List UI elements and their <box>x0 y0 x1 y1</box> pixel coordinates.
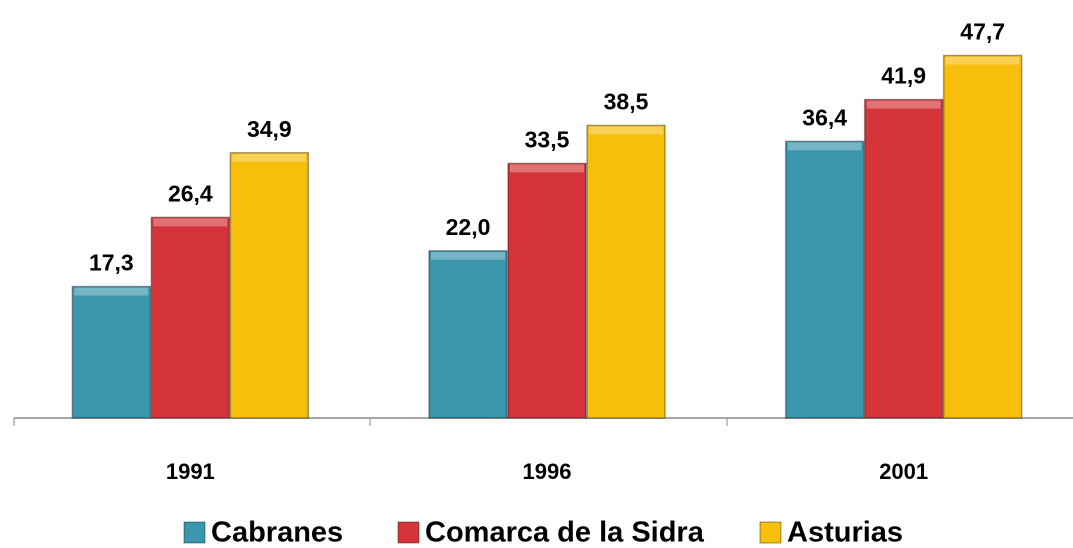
x-tick-label: 1991 <box>166 459 215 484</box>
bar-highlight <box>787 142 862 151</box>
legend-label: Asturias <box>787 517 903 548</box>
bar-highlight <box>153 218 228 227</box>
bar-highlight <box>74 287 149 296</box>
x-tick-label: 2001 <box>879 459 928 484</box>
legend-swatch <box>397 521 420 544</box>
legend-swatch <box>183 521 206 544</box>
bar <box>71 285 152 419</box>
bar-highlight <box>589 126 663 135</box>
bar <box>784 140 865 419</box>
bar <box>942 54 1023 419</box>
value-label: 36,4 <box>802 104 847 130</box>
bar-highlight <box>232 153 307 162</box>
bar <box>507 162 587 419</box>
value-label: 41,9 <box>881 63 926 89</box>
bar <box>229 152 310 419</box>
legend-label: Cabranes <box>211 517 343 548</box>
bar <box>586 124 666 419</box>
bar <box>863 98 944 419</box>
value-label: 17,3 <box>89 250 134 276</box>
legend-label: Comarca de la Sidra <box>425 517 705 548</box>
value-label: 34,9 <box>247 116 292 142</box>
value-label: 47,7 <box>960 19 1005 45</box>
x-tick-label: 1996 <box>523 459 572 484</box>
bar <box>428 250 508 419</box>
value-label: 26,4 <box>168 180 213 206</box>
bar-highlight <box>945 56 1020 65</box>
value-label: 22,0 <box>446 214 491 240</box>
value-label: 33,5 <box>525 126 570 152</box>
value-label: 38,5 <box>604 88 649 114</box>
bar-highlight <box>510 164 584 173</box>
bar-highlight <box>866 100 941 109</box>
bar-highlight <box>431 251 505 260</box>
legend-swatch <box>759 521 782 544</box>
bar <box>150 216 231 419</box>
